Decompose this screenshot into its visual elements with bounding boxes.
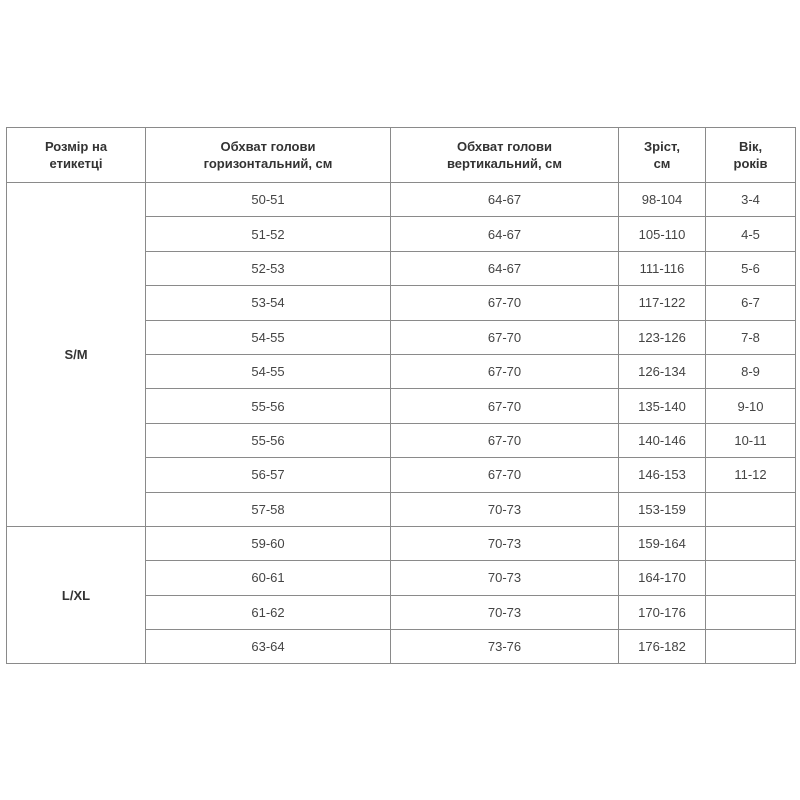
head-horizontal-cell: 52-53 <box>145 250 391 287</box>
age-cell <box>705 629 796 665</box>
table-row: 54-55 67-70 123-126 7-8 <box>7 319 796 355</box>
head-vertical-cell: 70-73 <box>390 594 619 631</box>
head-horizontal-cell: 50-51 <box>145 181 391 218</box>
head-vertical-cell: 64-67 <box>390 216 619 252</box>
table-row: 54-55 67-70 126-134 8-9 <box>7 353 796 390</box>
age-cell: 10-11 <box>705 422 796 459</box>
head-horizontal-cell: 55-56 <box>145 388 391 424</box>
header-text: етикетці <box>49 156 103 171</box>
age-cell: 6-7 <box>705 285 796 321</box>
size-label-cell: L/XL <box>6 525 146 665</box>
height-cell: 170-176 <box>618 594 706 631</box>
age-cell <box>705 560 796 596</box>
head-vertical-cell: 67-70 <box>390 285 619 321</box>
height-cell: 111-116 <box>618 250 706 287</box>
head-vertical-cell: 67-70 <box>390 457 619 493</box>
height-cell: 153-159 <box>618 491 706 527</box>
header-row: Розмір на етикетці Обхват голови горизонтал… <box>6 127 796 183</box>
head-horizontal-cell: 54-55 <box>145 353 391 390</box>
head-vertical-cell: 70-73 <box>390 491 619 527</box>
table-row: S/M 50-51 64-67 98-104 3-4 <box>6 181 796 527</box>
head-vertical-cell: 67-70 <box>390 422 619 459</box>
age-cell: 7-8 <box>705 319 796 355</box>
head-horizontal-cell: 59-60 <box>145 525 391 562</box>
header-text: Зріст, <box>644 139 680 154</box>
size-label-cell: S/M <box>6 182 146 527</box>
height-cell: 140-146 <box>618 422 706 459</box>
table-row: 55-56 67-70 140-146 10-11 <box>7 422 796 459</box>
head-horizontal-cell: 55-56 <box>145 422 391 459</box>
head-vertical-cell: 73-76 <box>390 629 619 665</box>
head-vertical-cell: 67-70 <box>390 319 619 355</box>
header-text: Обхват голови <box>457 139 552 154</box>
head-horizontal-cell: 61-62 <box>145 594 391 631</box>
header-text: Вік, <box>738 139 763 154</box>
age-cell: 9-10 <box>705 388 796 424</box>
header-head-vertical: Обхват голови вертикальний, см <box>390 127 619 183</box>
head-vertical-cell: 67-70 <box>390 388 619 424</box>
head-horizontal-cell: 53-54 <box>145 285 391 321</box>
age-cell: 5-6 <box>705 250 796 287</box>
table-row: 53-54 67-70 117-122 6-7 <box>7 285 796 321</box>
age-cell <box>705 525 796 562</box>
head-horizontal-cell: 51-52 <box>145 216 391 252</box>
header-text: см <box>653 156 671 171</box>
head-vertical-cell: 70-73 <box>390 560 619 596</box>
height-cell: 159-164 <box>618 525 706 562</box>
height-cell: 123-126 <box>618 319 706 355</box>
header-text: Розмір на <box>44 139 108 154</box>
head-vertical-cell: 64-67 <box>390 250 619 287</box>
height-cell: 105-110 <box>618 216 706 252</box>
header-age: Вік, років <box>705 127 796 183</box>
table-row: 60-61 70-73 164-170 <box>7 560 796 596</box>
height-cell: 164-170 <box>618 560 706 596</box>
age-cell <box>705 491 796 527</box>
head-horizontal-cell: 57-58 <box>145 491 391 527</box>
age-cell <box>705 594 796 631</box>
height-cell: 146-153 <box>618 457 706 493</box>
age-cell: 8-9 <box>705 353 796 390</box>
header-head-horizontal: Обхват голови горизонтальний, см <box>145 127 391 183</box>
table-row: L/XL 59-60 70-73 159-164 <box>6 525 796 665</box>
head-vertical-cell: 70-73 <box>390 525 619 562</box>
height-cell: 135-140 <box>618 388 706 424</box>
table-row: 52-53 64-67 111-116 5-6 <box>7 250 796 287</box>
height-cell: 176-182 <box>618 629 706 665</box>
head-horizontal-cell: 56-57 <box>145 457 391 493</box>
head-vertical-cell: 64-67 <box>390 181 619 218</box>
age-cell: 4-5 <box>705 216 796 252</box>
header-size-label: Розмір на етикетці <box>6 127 146 183</box>
header-text: років <box>733 156 768 171</box>
header-text: Обхват голови <box>220 139 316 154</box>
head-horizontal-cell: 63-64 <box>145 629 391 665</box>
age-cell: 3-4 <box>705 181 796 218</box>
table-row: 56-57 67-70 146-153 11-12 <box>7 457 796 493</box>
table-row: 55-56 67-70 135-140 9-10 <box>7 388 796 424</box>
height-cell: 126-134 <box>618 353 706 390</box>
table-row: 63-64 73-76 176-182 <box>7 629 796 665</box>
age-cell: 11-12 <box>705 457 796 493</box>
height-cell: 117-122 <box>618 285 706 321</box>
header-text: вертикальний, см <box>446 156 563 171</box>
size-chart-table: Розмір на етикетці Обхват голови горизонтал… <box>6 127 796 665</box>
table-row: 61-62 70-73 170-176 <box>7 594 796 631</box>
head-vertical-cell: 67-70 <box>390 353 619 390</box>
head-horizontal-cell: 54-55 <box>145 319 391 355</box>
table-row: 51-52 64-67 105-110 4-5 <box>7 216 796 252</box>
header-height: Зріст, см <box>618 127 706 183</box>
header-text: горизонтальний, см <box>203 156 333 171</box>
height-cell: 98-104 <box>618 181 706 218</box>
head-horizontal-cell: 60-61 <box>145 560 391 596</box>
